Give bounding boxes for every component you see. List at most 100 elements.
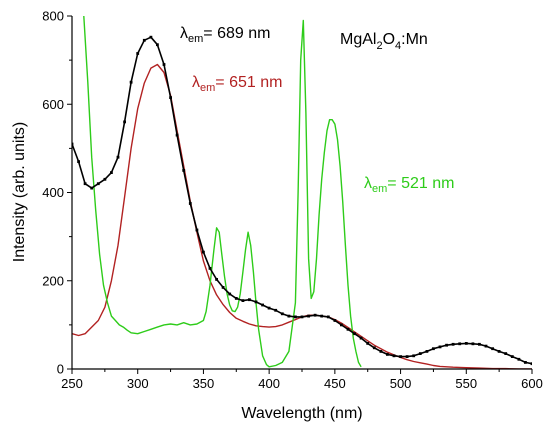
- label-521-sym: λ: [364, 175, 372, 192]
- label-689-text: = 689 nm: [203, 25, 270, 42]
- y-tick-label-600: 600: [42, 97, 64, 112]
- label-521: λem= 521 nm: [364, 175, 454, 195]
- series-point-0-58: [451, 342, 455, 346]
- series-point-0-60: [464, 342, 468, 345]
- series-point-0-70: [530, 362, 532, 366]
- series-layer: [72, 16, 532, 369]
- x-tick-label-500: 500: [390, 376, 412, 391]
- series-point-0-3: [90, 186, 94, 190]
- series-point-0-30: [267, 306, 271, 310]
- series-point-0-39: [326, 315, 330, 319]
- series-point-0-68: [517, 357, 521, 361]
- series-point-0-66: [504, 352, 508, 355]
- series-point-0-64: [491, 347, 494, 351]
- sample-label: MgAl2O4:Mn: [340, 31, 428, 52]
- series-point-0-20: [202, 250, 205, 254]
- label-689-sym: λ: [180, 25, 188, 42]
- series-point-0-37: [313, 313, 317, 317]
- series-point-0-27: [248, 298, 251, 302]
- y-tick-label-400: 400: [42, 185, 64, 200]
- label-651: λem= 651 nm: [192, 74, 282, 94]
- series-point-0-45: [366, 342, 370, 345]
- series-point-0-43: [353, 332, 356, 336]
- sample-label-mid: O: [383, 31, 395, 48]
- series-point-0-65: [497, 350, 501, 353]
- series-point-0-23: [221, 286, 225, 289]
- series-point-0-35: [300, 315, 304, 319]
- series-point-0-2: [83, 182, 87, 186]
- sample-label-sub1: 2: [376, 40, 382, 52]
- series-point-0-36: [307, 314, 310, 318]
- x-tick-label-450: 450: [324, 376, 346, 391]
- sample-label-sub2: 4: [395, 40, 401, 52]
- series-point-0-40: [333, 319, 337, 322]
- series-point-0-46: [372, 346, 376, 350]
- y-tick-label-0: 0: [57, 362, 64, 377]
- series-point-0-54: [425, 350, 429, 353]
- x-tick-label-400: 400: [258, 376, 280, 391]
- label-689: λem= 689 nm: [180, 25, 270, 45]
- y-axis-title: Intensity (arb. units): [11, 122, 28, 263]
- x-axis-title: Wavelength (nm): [241, 405, 362, 422]
- sample-label-main: MgAl: [340, 31, 376, 48]
- series-point-0-63: [484, 344, 488, 348]
- series-point-0-61: [471, 342, 475, 346]
- y-tick-label-200: 200: [42, 273, 64, 288]
- y-tick-label-800: 800: [42, 9, 64, 24]
- series-point-0-24: [228, 292, 232, 296]
- series-point-0-69: [524, 361, 527, 364]
- ticks-layer: 250 300 350 400 450 500 550 600 0 200 400 600 800: [42, 9, 543, 392]
- series-point-0-7: [116, 155, 120, 159]
- series-point-0-5: [103, 177, 107, 181]
- label-651-sym: λ: [192, 74, 200, 91]
- series-point-0-26: [241, 299, 245, 302]
- series-point-0-50: [399, 355, 402, 358]
- series-point-0-47: [379, 350, 383, 353]
- series-point-0-25: [234, 297, 238, 300]
- series-point-0-53: [418, 352, 422, 355]
- series-point-0-16: [175, 133, 179, 137]
- series-point-0-15: [169, 96, 172, 99]
- label-521-sub: em: [372, 183, 387, 195]
- series-point-0-57: [445, 343, 448, 347]
- series-point-0-44: [359, 336, 363, 340]
- series-point-0-8: [123, 120, 126, 124]
- series-point-0-38: [320, 314, 324, 318]
- label-689-sub: em: [188, 33, 203, 45]
- series-point-0-18: [188, 202, 192, 205]
- series-point-0-9: [129, 80, 133, 84]
- series-point-0-4: [96, 182, 100, 186]
- series-point-0-0: [72, 142, 74, 146]
- sample-label-tail: :Mn: [401, 31, 428, 48]
- series-point-0-34: [294, 315, 297, 319]
- series-point-0-52: [412, 354, 416, 358]
- series-point-0-67: [510, 355, 514, 358]
- series-point-0-42: [346, 327, 350, 331]
- series-point-0-19: [195, 228, 199, 232]
- x-tick-label-550: 550: [455, 376, 477, 391]
- label-651-sub: em: [200, 82, 215, 94]
- label-521-text: = 521 nm: [387, 175, 454, 192]
- series-point-0-33: [287, 314, 291, 318]
- series-point-0-13: [156, 43, 159, 47]
- x-tick-label-300: 300: [127, 376, 149, 391]
- series-point-0-56: [438, 345, 442, 349]
- label-651-text: = 651 nm: [215, 74, 282, 91]
- x-tick-label-350: 350: [193, 376, 215, 391]
- series-line-1: [72, 63, 532, 369]
- x-tick-label-600: 600: [521, 376, 543, 391]
- series-point-0-1: [77, 160, 80, 163]
- series-point-0-41: [340, 323, 343, 327]
- series-point-0-22: [215, 278, 218, 281]
- series-point-0-11: [142, 38, 146, 42]
- series-point-0-55: [432, 347, 435, 351]
- x-tick-label-250: 250: [61, 376, 83, 391]
- series-line-0: [72, 36, 532, 365]
- series-point-0-28: [254, 300, 258, 304]
- series-line-2: [83, 16, 362, 368]
- series-point-0-6: [110, 171, 113, 174]
- series-point-0-32: [280, 312, 284, 316]
- series-point-0-48: [386, 353, 389, 356]
- series-point-0-62: [478, 342, 481, 346]
